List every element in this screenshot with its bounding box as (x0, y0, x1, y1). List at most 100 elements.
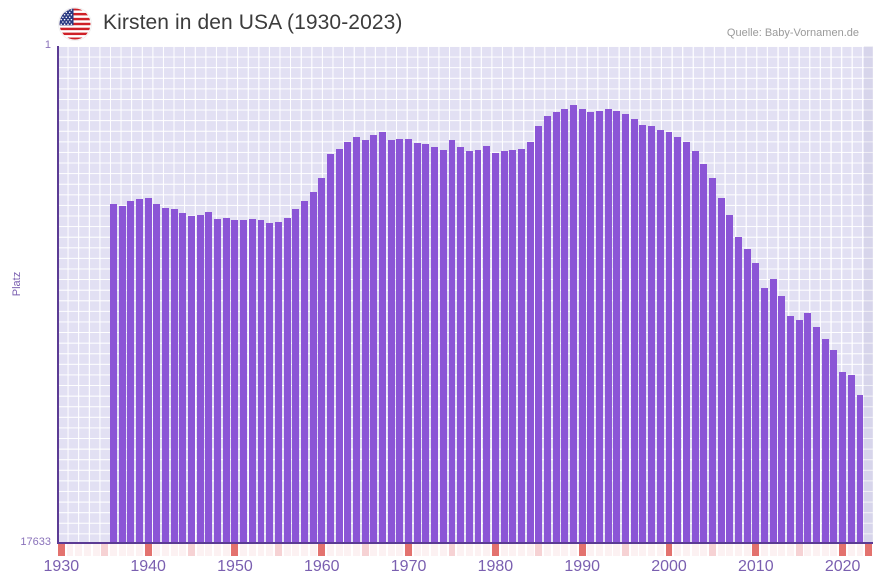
x-axis-minor-tick (344, 544, 352, 556)
bar[interactable] (726, 214, 734, 542)
x-axis-major-tick (665, 544, 673, 556)
bar[interactable] (648, 126, 656, 542)
bar[interactable] (821, 338, 829, 542)
bar[interactable] (656, 130, 664, 542)
bar[interactable] (179, 213, 187, 542)
bar[interactable] (787, 316, 794, 542)
bar[interactable] (240, 220, 248, 542)
bar[interactable] (778, 296, 786, 542)
bar[interactable] (127, 200, 135, 542)
bar[interactable] (162, 207, 169, 542)
bar[interactable] (674, 137, 682, 542)
bar[interactable] (630, 119, 638, 542)
bar[interactable] (205, 211, 213, 542)
bar[interactable] (813, 327, 821, 542)
bar[interactable] (552, 112, 560, 542)
bar[interactable] (248, 218, 256, 542)
bar[interactable] (708, 178, 716, 542)
bar[interactable] (570, 105, 577, 542)
bar[interactable] (795, 320, 803, 542)
bar[interactable] (509, 150, 517, 542)
x-axis-minor-tick (188, 544, 196, 556)
bar[interactable] (596, 110, 604, 542)
bar[interactable] (222, 217, 230, 542)
bar[interactable] (839, 372, 847, 542)
bar[interactable] (413, 143, 421, 542)
bar[interactable] (769, 279, 777, 542)
source-note: Quelle: Baby-Vornamen.de (726, 27, 859, 39)
bar[interactable] (170, 209, 178, 542)
bar[interactable] (743, 248, 751, 542)
x-axis-major-tick (57, 544, 65, 556)
bar[interactable] (682, 141, 690, 542)
bar[interactable] (665, 131, 673, 542)
bar[interactable] (396, 138, 404, 542)
x-axis-tick-strip (57, 544, 873, 556)
bar[interactable] (292, 209, 300, 542)
bar[interactable] (847, 375, 855, 542)
bar[interactable] (500, 151, 508, 542)
x-axis-minor-tick (361, 544, 369, 556)
bar[interactable] (344, 141, 352, 542)
x-axis-minor-tick (83, 544, 91, 556)
bar[interactable] (465, 151, 473, 542)
bar[interactable] (266, 223, 274, 542)
bar[interactable] (457, 147, 465, 542)
bar[interactable] (526, 141, 534, 542)
bar[interactable] (353, 137, 360, 542)
bar[interactable] (856, 394, 864, 542)
bar[interactable] (543, 116, 551, 542)
bar[interactable] (153, 203, 161, 542)
bar[interactable] (188, 216, 196, 542)
bar[interactable] (326, 154, 334, 542)
bar[interactable] (274, 221, 282, 542)
bar[interactable] (231, 220, 239, 542)
x-axis-minor-tick (717, 544, 725, 556)
x-axis-minor-tick (587, 544, 595, 556)
bar[interactable] (196, 214, 204, 542)
bar[interactable] (214, 218, 222, 542)
bar[interactable] (830, 349, 838, 542)
bar[interactable] (335, 148, 343, 542)
bar[interactable] (474, 150, 482, 542)
bar[interactable] (752, 262, 760, 542)
bar[interactable] (804, 313, 812, 542)
bar[interactable] (431, 147, 439, 542)
bar[interactable] (691, 151, 699, 542)
x-axis-tick-label: 1950 (217, 558, 253, 575)
bar[interactable] (318, 178, 326, 542)
bar[interactable] (700, 164, 708, 542)
bar[interactable] (639, 124, 647, 542)
bar[interactable] (622, 113, 630, 542)
bar[interactable] (517, 148, 525, 542)
bar[interactable] (257, 220, 265, 542)
bar[interactable] (422, 144, 430, 542)
bar[interactable] (734, 237, 742, 542)
bar[interactable] (144, 197, 152, 542)
bar[interactable] (135, 199, 143, 542)
bar[interactable] (604, 109, 612, 542)
bar[interactable] (578, 109, 586, 542)
bar[interactable] (405, 138, 413, 542)
bar[interactable] (535, 126, 543, 542)
bar[interactable] (309, 192, 317, 542)
bar[interactable] (717, 197, 725, 542)
bar[interactable] (370, 134, 378, 542)
bar[interactable] (491, 152, 499, 542)
bar[interactable] (387, 140, 395, 542)
bar[interactable] (379, 131, 386, 542)
bar[interactable] (109, 203, 117, 542)
bar[interactable] (483, 145, 491, 542)
bar[interactable] (761, 287, 768, 542)
bar[interactable] (587, 112, 595, 542)
bar[interactable] (561, 109, 569, 542)
bar[interactable] (448, 140, 456, 542)
bar[interactable] (118, 206, 126, 542)
bar[interactable] (439, 150, 447, 542)
bar[interactable] (613, 110, 621, 542)
bar[interactable] (300, 200, 308, 542)
bar[interactable] (283, 217, 291, 542)
x-axis-minor-tick (387, 544, 395, 556)
bar[interactable] (361, 140, 369, 542)
x-axis-minor-tick (92, 544, 100, 556)
